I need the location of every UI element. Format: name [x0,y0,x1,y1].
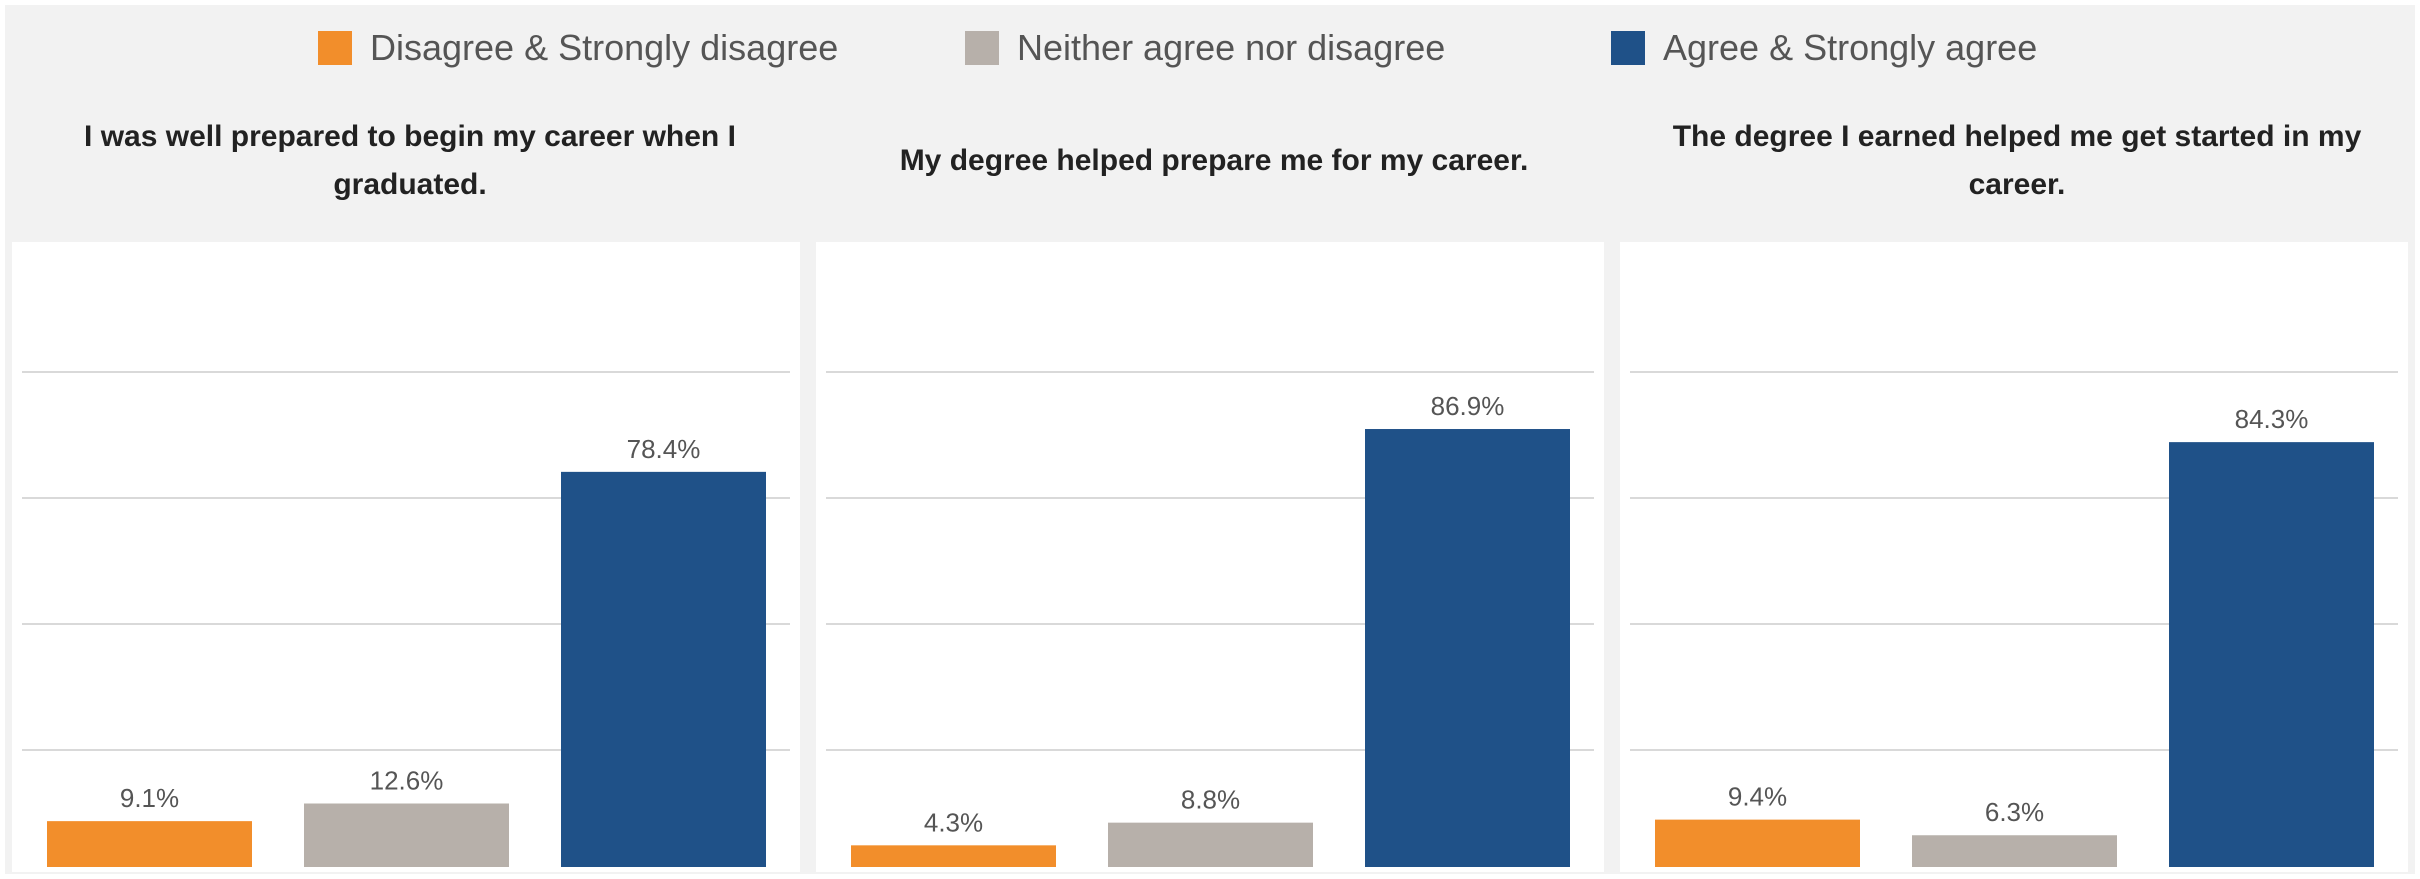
data-label-disagree: 4.3% [924,807,983,837]
bar-chart-3: 9.4% 6.3% 84.3% [1630,371,2398,867]
data-label-agree: 86.9% [1431,391,1505,421]
panel-title-2: My degree helped prepare me for my caree… [899,144,1529,177]
chart-panel-3: 9.4% 6.3% 84.3% [1620,242,2408,872]
bar-neither[interactable] [1912,835,2117,867]
data-label-disagree: 9.4% [1728,782,1787,812]
data-label-disagree: 9.1% [120,783,179,813]
legend-swatch-disagree [318,31,352,65]
bar-agree[interactable] [561,471,766,867]
data-label-neither: 8.8% [1181,785,1240,815]
chart-container: Disagree & Strongly disagree Neither agr… [5,5,2415,874]
bar-neither[interactable] [304,803,509,867]
legend-item-agree[interactable]: Agree & Strongly agree [1611,27,2037,69]
data-label-agree: 78.4% [627,434,701,464]
data-label-neither: 6.3% [1985,797,2044,827]
legend-item-disagree[interactable]: Disagree & Strongly disagree [318,27,838,69]
legend-label-agree: Agree & Strongly agree [1663,27,2038,68]
bar-neither[interactable] [1108,822,1313,867]
bar-disagree[interactable] [851,845,1056,867]
bar-chart-1: 9.1% 12.6% 78.4% [22,371,790,867]
legend-item-neither[interactable]: Neither agree nor disagree [965,27,1445,69]
legend: Disagree & Strongly disagree Neither agr… [5,19,2415,69]
legend-swatch-agree [1611,31,1645,65]
bar-chart-2: 4.3% 8.8% 86.9% [826,371,1594,867]
panel-title-1: I was well prepared to begin my career w… [84,120,736,201]
bar-disagree[interactable] [1655,819,1860,867]
chart-panel-2: 4.3% 8.8% 86.9% [816,242,1604,872]
chart-panel-1: 9.1% 12.6% 78.4% [12,242,800,872]
bar-agree[interactable] [1365,429,1570,867]
bar-disagree[interactable] [47,821,252,867]
bar-agree[interactable] [2169,442,2374,867]
legend-label-neither: Neither agree nor disagree [1017,27,1446,68]
legend-label-disagree: Disagree & Strongly disagree [370,27,839,68]
data-label-neither: 12.6% [370,765,444,795]
legend-swatch-neither [965,31,999,65]
data-label-agree: 84.3% [2235,404,2309,434]
panel-title-3: The degree I earned helped me get starte… [1672,120,2362,201]
